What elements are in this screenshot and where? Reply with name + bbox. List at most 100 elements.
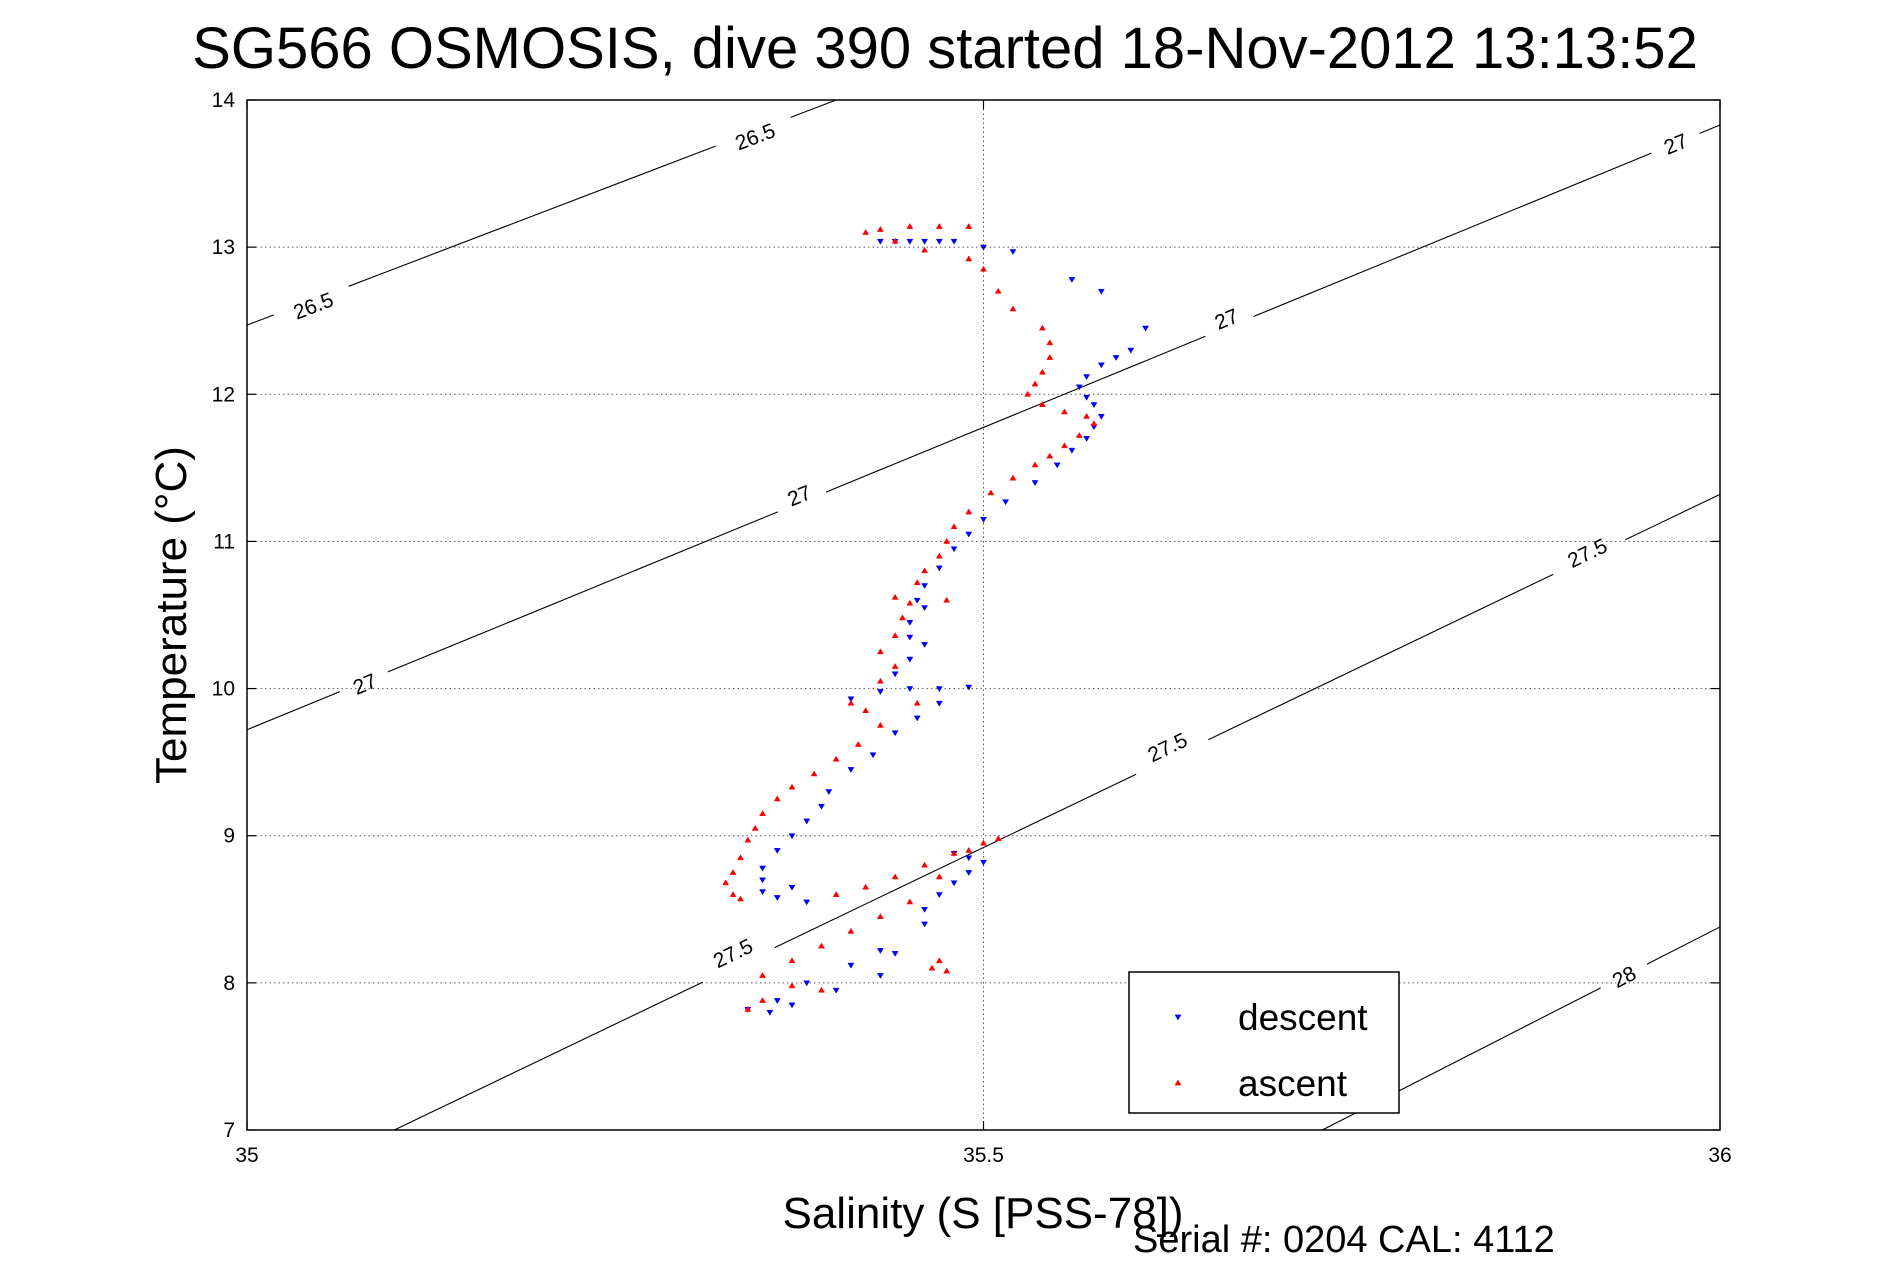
density-contour-line [1625,493,1721,541]
descent-point [891,730,899,737]
ascent-point [1046,354,1054,360]
legend-label-descent: descent [1238,997,1368,1038]
descent-point [1068,277,1076,284]
density-contour-line [387,511,779,673]
ascent-point [935,873,943,880]
y-tick-label: 14 [212,89,236,112]
descent-point [803,980,811,987]
ascent-point [788,957,796,964]
ascent-point [847,927,855,934]
descent-point [759,889,766,896]
ascent-point [818,986,825,993]
descent-point [980,859,987,866]
legend-descent-marker [1174,1014,1182,1021]
density-contour-line [774,773,1137,949]
ascent-point [1046,452,1054,459]
ascent-point [1090,420,1098,427]
descent-point [788,833,796,840]
descent-point [950,880,958,887]
ascent-point [965,846,973,853]
ascent-point [729,891,737,897]
descent-point [913,597,921,604]
ascent-point [876,648,884,655]
y-tick-label: 7 [223,1119,235,1142]
x-tick-label: 35 [235,1144,258,1167]
ascent-point [759,972,766,978]
data-points [722,223,1149,1016]
ascent-point [744,1005,752,1012]
descent-point [876,973,884,979]
ascent-point [980,839,987,846]
ascent-point [906,898,914,905]
descent-point [950,546,958,553]
density-contour-line [1699,124,1721,134]
legend-ascent-marker [1174,1079,1182,1086]
descent-point [788,1002,796,1009]
descent-point [759,865,766,872]
descent-point [906,620,914,626]
descent-point [773,848,781,854]
descent-point [935,700,943,707]
ascent-point [862,883,870,890]
descent-point [1053,462,1061,469]
descent-point [891,951,899,957]
descent-point [766,1009,774,1016]
ascent-point [906,223,914,229]
density-contour-label: 28 [1609,962,1640,993]
descent-point [773,895,781,902]
ascent-point [1061,408,1068,415]
ascent-point [854,740,862,747]
ascent-point [921,567,929,574]
descent-point [921,642,929,648]
gridlines [247,100,1720,1130]
ascent-point [913,699,921,706]
ascent-point [788,783,796,790]
density-contour-label: 27.5 [710,935,757,973]
ascent-point [935,552,943,559]
ascent-point [1075,431,1083,438]
descent-point [832,987,840,994]
legend-box [1128,971,1400,1114]
ascent-point [788,982,796,989]
descent-point [921,583,929,590]
descent-point [921,921,929,928]
ascent-point [913,579,921,585]
axis-ticks: 35 35.5 36 7 8 9 10 11 12 13 14 [212,89,1732,1167]
density-contour-label: 27.5 [1144,729,1191,767]
descent-point [1097,288,1105,295]
ascent-point [1038,324,1046,331]
legend: descent ascent [1128,971,1400,1114]
density-contour-line [246,691,341,731]
descent-point [847,696,855,703]
density-contour-label: 27.5 [1564,534,1611,572]
descent-point [906,656,914,663]
density-contour-line [1253,152,1652,318]
y-tick-label: 8 [223,972,235,995]
ascent-point [921,246,929,253]
ascent-point [751,824,759,831]
chart-title: SG566 OSMOSIS, dive 390 started 18-Nov-2… [192,16,1698,81]
ascent-point [935,957,943,964]
ascent-point [810,770,818,777]
density-contour-label: 27 [350,670,380,700]
ascent-point [832,891,840,897]
descent-point [803,818,811,825]
descent-point [921,605,929,612]
ascent-point [729,869,737,875]
density-contour-line [825,335,1206,493]
descent-point [1142,325,1149,332]
ascent-point [891,593,899,600]
density-contour-line [348,145,717,287]
ascent-point [737,854,744,861]
descent-point [1097,414,1105,420]
descent-point [921,238,929,245]
descent-point [876,238,884,245]
density-contour-label: 27 [784,481,814,511]
descent-point [1083,436,1091,442]
ascent-point [943,596,951,603]
descent-point [759,877,766,884]
ascent-point [994,287,1002,294]
descent-point [869,752,877,759]
ascent-point [1009,474,1017,481]
